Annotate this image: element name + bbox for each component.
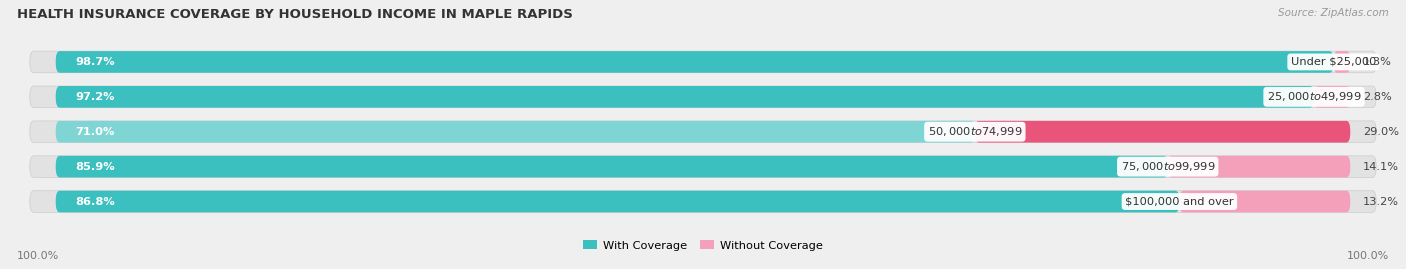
FancyBboxPatch shape: [56, 191, 1180, 212]
FancyBboxPatch shape: [56, 51, 1333, 73]
Text: Source: ZipAtlas.com: Source: ZipAtlas.com: [1278, 8, 1389, 18]
FancyBboxPatch shape: [56, 86, 1315, 108]
Text: HEALTH INSURANCE COVERAGE BY HOUSEHOLD INCOME IN MAPLE RAPIDS: HEALTH INSURANCE COVERAGE BY HOUSEHOLD I…: [17, 8, 572, 21]
Text: $100,000 and over: $100,000 and over: [1125, 197, 1233, 207]
FancyBboxPatch shape: [1315, 86, 1350, 108]
FancyBboxPatch shape: [30, 121, 1376, 143]
FancyBboxPatch shape: [30, 191, 1376, 212]
FancyBboxPatch shape: [1168, 156, 1350, 178]
Text: 1.3%: 1.3%: [1364, 57, 1392, 67]
Text: 2.8%: 2.8%: [1364, 92, 1392, 102]
Text: 98.7%: 98.7%: [75, 57, 115, 67]
Legend: With Coverage, Without Coverage: With Coverage, Without Coverage: [579, 235, 827, 255]
Text: 29.0%: 29.0%: [1364, 127, 1399, 137]
Text: 13.2%: 13.2%: [1364, 197, 1399, 207]
Text: 100.0%: 100.0%: [1347, 251, 1389, 261]
FancyBboxPatch shape: [1333, 51, 1350, 73]
Text: 97.2%: 97.2%: [75, 92, 115, 102]
Text: 85.9%: 85.9%: [75, 162, 115, 172]
FancyBboxPatch shape: [56, 156, 1168, 178]
FancyBboxPatch shape: [974, 121, 1350, 143]
FancyBboxPatch shape: [1180, 191, 1350, 212]
FancyBboxPatch shape: [56, 121, 974, 143]
Text: $50,000 to $74,999: $50,000 to $74,999: [928, 125, 1022, 138]
Text: 71.0%: 71.0%: [75, 127, 114, 137]
FancyBboxPatch shape: [30, 156, 1376, 178]
Text: $25,000 to $49,999: $25,000 to $49,999: [1267, 90, 1361, 103]
FancyBboxPatch shape: [30, 51, 1376, 73]
Text: Under $25,000: Under $25,000: [1291, 57, 1376, 67]
Text: $75,000 to $99,999: $75,000 to $99,999: [1121, 160, 1215, 173]
Text: 100.0%: 100.0%: [17, 251, 59, 261]
Text: 86.8%: 86.8%: [75, 197, 115, 207]
Text: 14.1%: 14.1%: [1364, 162, 1399, 172]
FancyBboxPatch shape: [30, 86, 1376, 108]
